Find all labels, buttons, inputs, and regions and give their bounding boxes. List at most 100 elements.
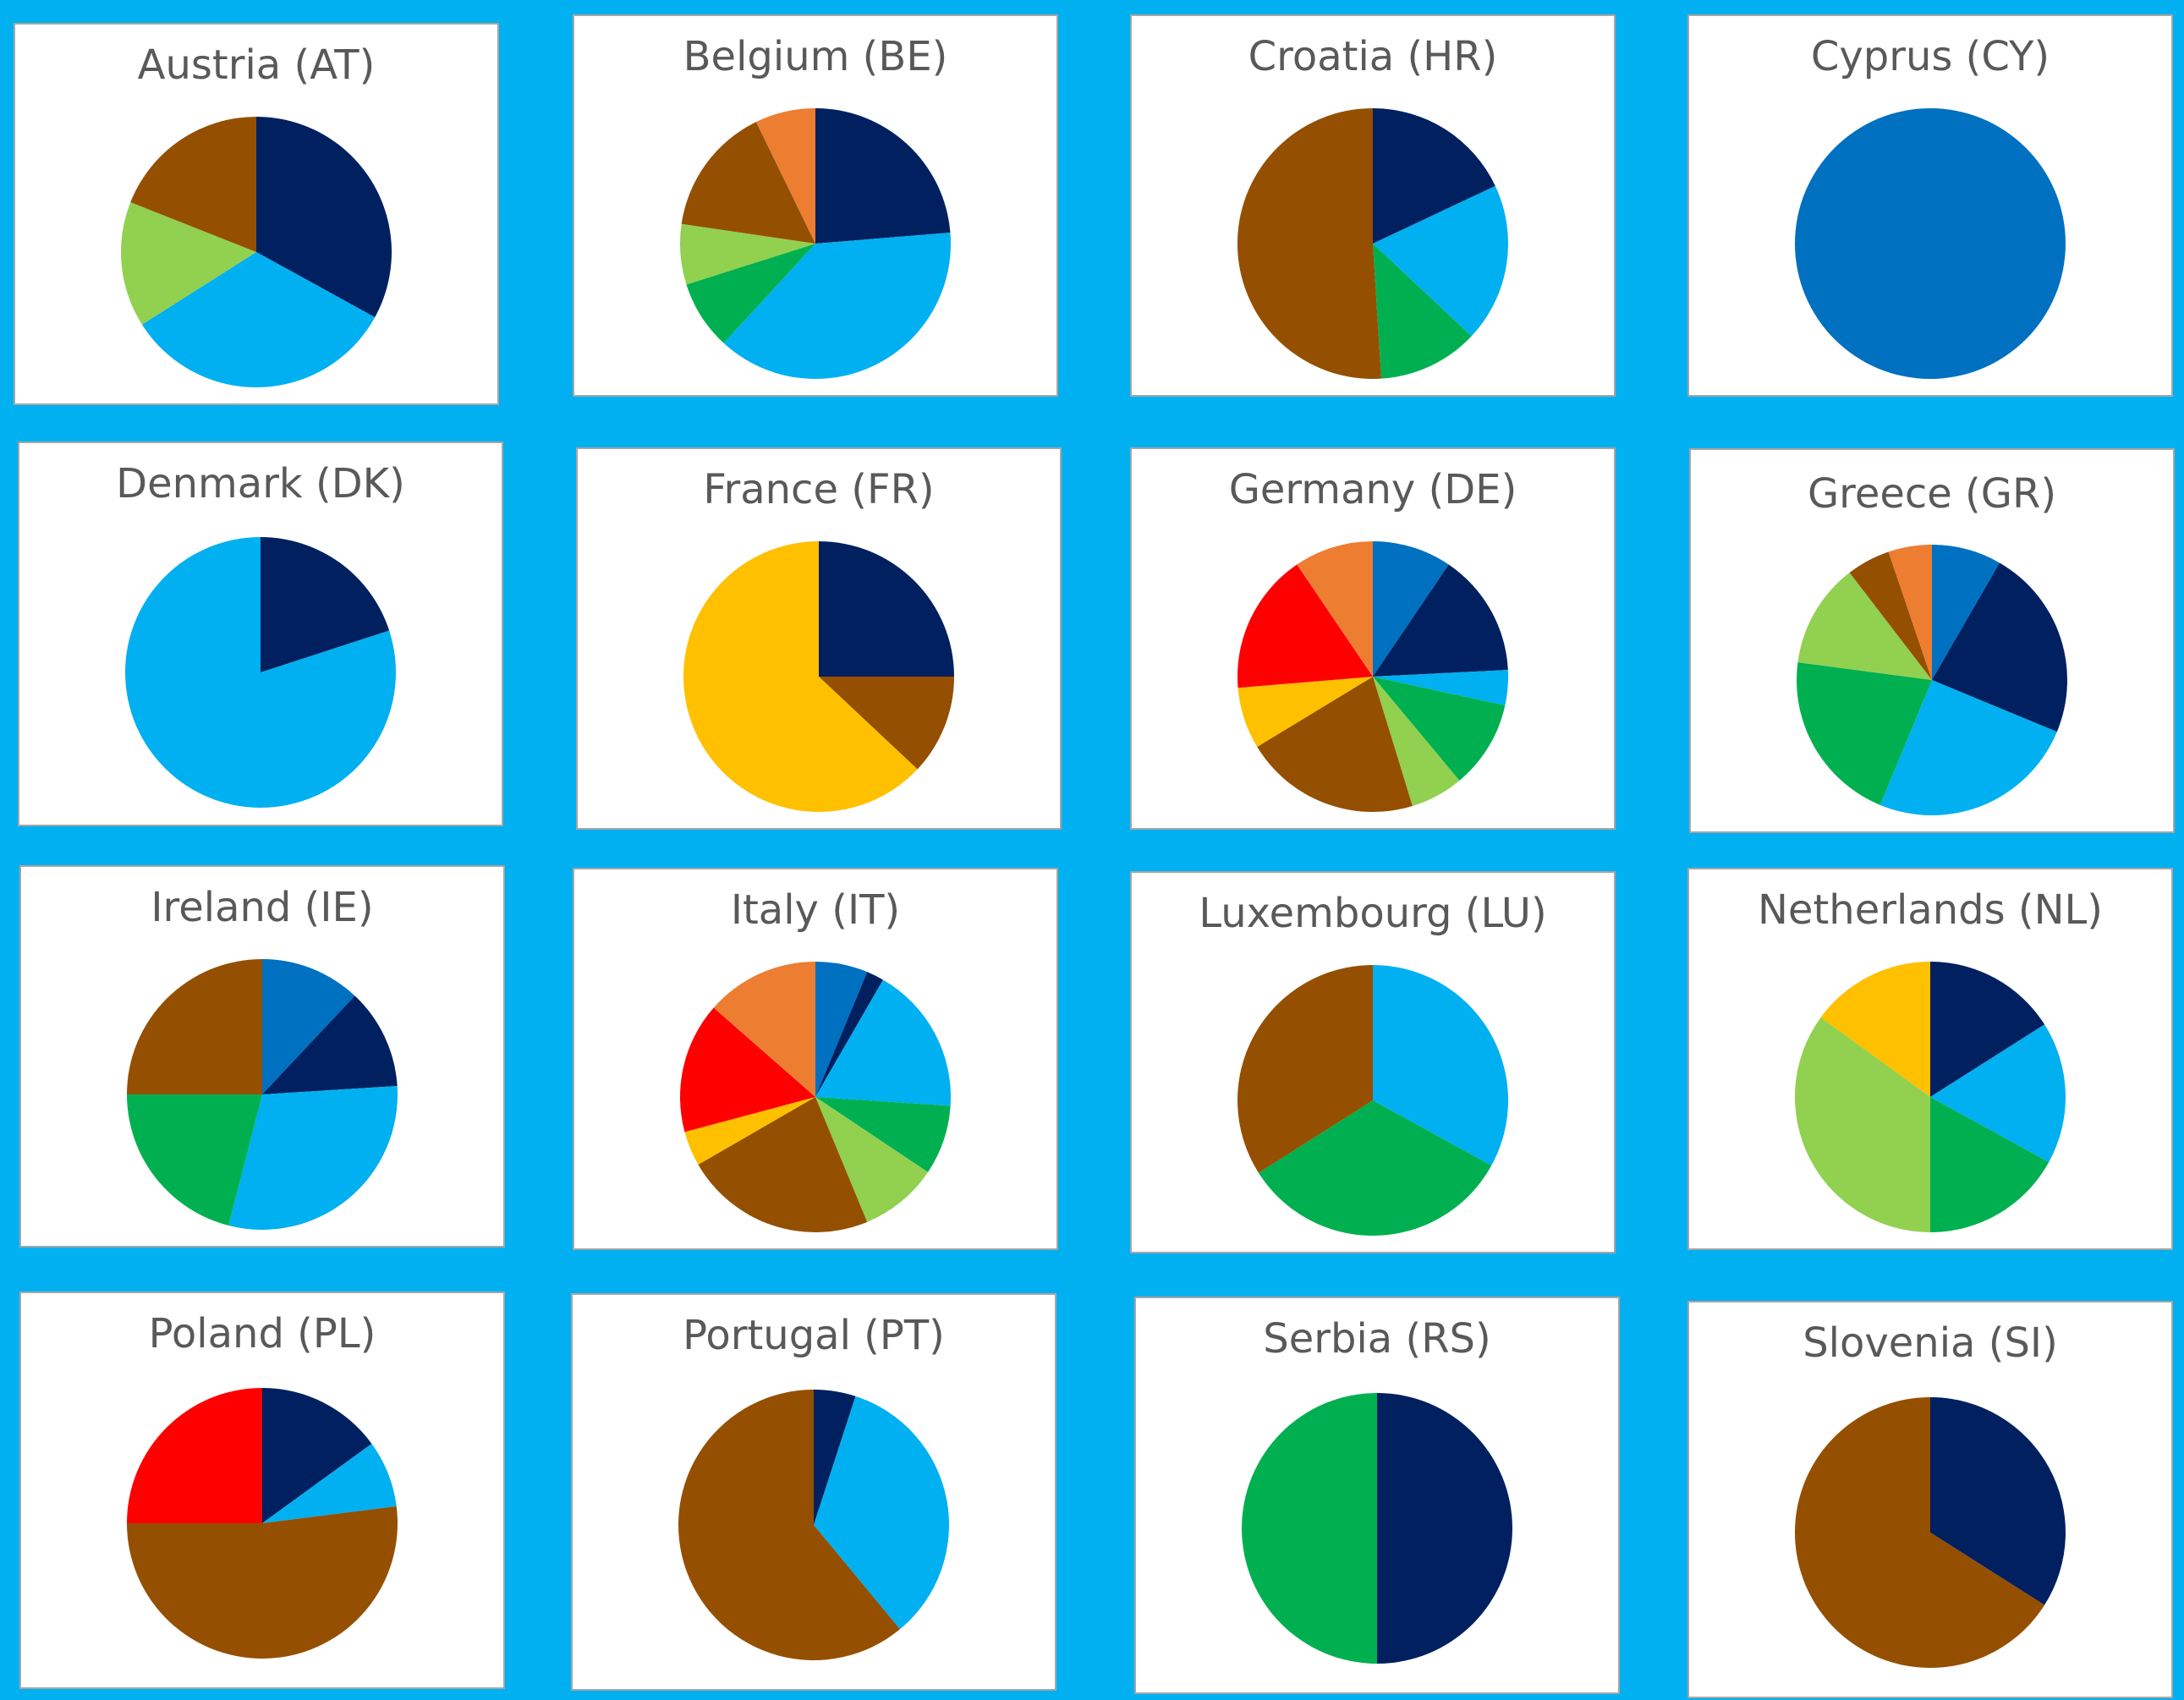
chart-title: Ireland (IE) <box>151 884 374 931</box>
chart-title: Denmark (DK) <box>116 460 405 507</box>
pie-chart <box>1794 1397 2066 1668</box>
pie-slice <box>1242 1393 1377 1664</box>
pie-chart <box>127 959 398 1230</box>
pie-slice <box>1237 564 1373 688</box>
pie-chart <box>1242 1393 1512 1664</box>
pie-slice <box>1377 1393 1512 1664</box>
pie-slice <box>1258 1100 1492 1236</box>
pie-slice <box>1797 573 1932 680</box>
pie-slice <box>125 537 397 808</box>
chart-panel-germany: Germany (DE) <box>1130 447 1616 830</box>
pie-slice <box>262 959 355 1094</box>
pie-slice <box>1797 662 1932 805</box>
chart-title: Croatia (HR) <box>1248 33 1498 80</box>
pie-slice <box>815 108 951 244</box>
pie-slice <box>1930 1397 2066 1605</box>
chart-title: Austria (AT) <box>137 41 376 89</box>
pie-slice <box>819 541 954 677</box>
pie-slice <box>127 1505 398 1659</box>
pie-slice <box>814 1396 949 1630</box>
chart-title: Belgium (BE) <box>683 33 948 80</box>
pie-slice <box>713 962 815 1097</box>
chart-panel-belgium: Belgium (BE) <box>573 14 1058 397</box>
chart-title: Netherlands (NL) <box>1758 886 2103 934</box>
pie-slice <box>1930 1097 2050 1232</box>
pie-slice <box>1373 564 1508 677</box>
pie-chart <box>1237 965 1509 1236</box>
pie-slice <box>121 202 256 325</box>
pie-slice <box>680 223 815 285</box>
chart-title: Serbia (RS) <box>1263 1315 1491 1363</box>
pie-slice <box>815 1097 929 1222</box>
pie-slice <box>815 962 868 1097</box>
pie-slice <box>1930 1024 2066 1163</box>
chart-panel-italy: Italy (IT) <box>573 868 1058 1250</box>
chart-title: Luxembourg (LU) <box>1199 890 1547 937</box>
chart-panel-greece: Greece (GR) <box>1689 448 2175 833</box>
chart-title: Slovenia (SI) <box>1803 1319 2058 1367</box>
pie-slice <box>1794 1397 2045 1668</box>
pie-slice <box>262 1443 397 1523</box>
pie-chart <box>678 1390 949 1660</box>
chart-panel-slovenia: Slovenia (SI) <box>1687 1301 2173 1698</box>
pie-chart <box>683 541 954 812</box>
pie-chart <box>125 537 397 808</box>
pie-slice <box>814 1390 856 1525</box>
chart-panel-ireland: Ireland (IE) <box>19 865 505 1248</box>
pie-slice <box>1849 551 1932 680</box>
pie-chart <box>127 1388 398 1659</box>
pie-slice <box>755 108 815 244</box>
pie-slice <box>681 122 815 244</box>
pie-slice <box>679 1007 815 1132</box>
pie-slice <box>1930 962 2045 1097</box>
chart-panel-netherlands: Netherlands (NL) <box>1687 868 2173 1250</box>
pie-chart <box>1794 962 2066 1232</box>
chart-title: Greece (GR) <box>1807 470 2057 518</box>
pie-slice <box>228 1085 398 1230</box>
chart-panel-croatia: Croatia (HR) <box>1130 14 1616 397</box>
pie-slice <box>1373 108 1495 244</box>
pie-slice <box>1237 965 1373 1173</box>
pie-slice <box>1879 680 2057 815</box>
pie-chart <box>1795 108 2066 379</box>
chart-title: Portugal (PT) <box>683 1312 945 1359</box>
pie-slice <box>127 1388 262 1523</box>
pie-slice <box>1373 677 1460 806</box>
pie-slice <box>686 244 815 343</box>
pie-chart <box>1237 108 1508 379</box>
chart-title: Italy (IT) <box>730 886 901 934</box>
pie-slice <box>723 233 952 380</box>
pie-chart <box>121 117 392 387</box>
chart-title: France (FR) <box>703 466 935 513</box>
pie-slice <box>1373 670 1508 706</box>
pie-slice <box>1237 677 1373 748</box>
pie-slice <box>1373 541 1449 677</box>
chart-panel-poland: Poland (PL) <box>19 1291 505 1689</box>
pie-slice <box>1373 965 1509 1166</box>
pie-chart <box>680 108 952 380</box>
pie-slice <box>1794 1017 1930 1232</box>
pie-slice <box>698 1097 868 1232</box>
pie-slice <box>262 995 398 1094</box>
pie-slice <box>262 1388 372 1523</box>
pie-slice <box>678 1390 900 1660</box>
pie-slice <box>1237 108 1382 379</box>
pie-slice <box>1373 185 1508 337</box>
pie-chart <box>679 962 952 1232</box>
chart-panel-luxembourg: Luxembourg (LU) <box>1130 871 1616 1253</box>
chart-panel-cyprus: Cyprus (CY) <box>1687 14 2173 397</box>
pie-slice <box>1888 545 1932 680</box>
chart-panel-portugal: Portugal (PT) <box>571 1293 1056 1691</box>
pie-slice <box>819 677 954 770</box>
pie-slice <box>683 541 918 812</box>
pie-slice <box>1257 677 1413 813</box>
pie-slice <box>141 252 376 387</box>
pie-chart <box>1797 545 2067 815</box>
pie-slice <box>127 1094 262 1226</box>
pie-chart <box>1237 541 1508 813</box>
pie-slice <box>256 117 392 318</box>
chart-panel-serbia: Serbia (RS) <box>1134 1297 1620 1694</box>
chart-title: Poland (PL) <box>148 1310 376 1357</box>
pie-slice <box>127 959 262 1094</box>
chart-title: Germany (DE) <box>1228 466 1517 513</box>
